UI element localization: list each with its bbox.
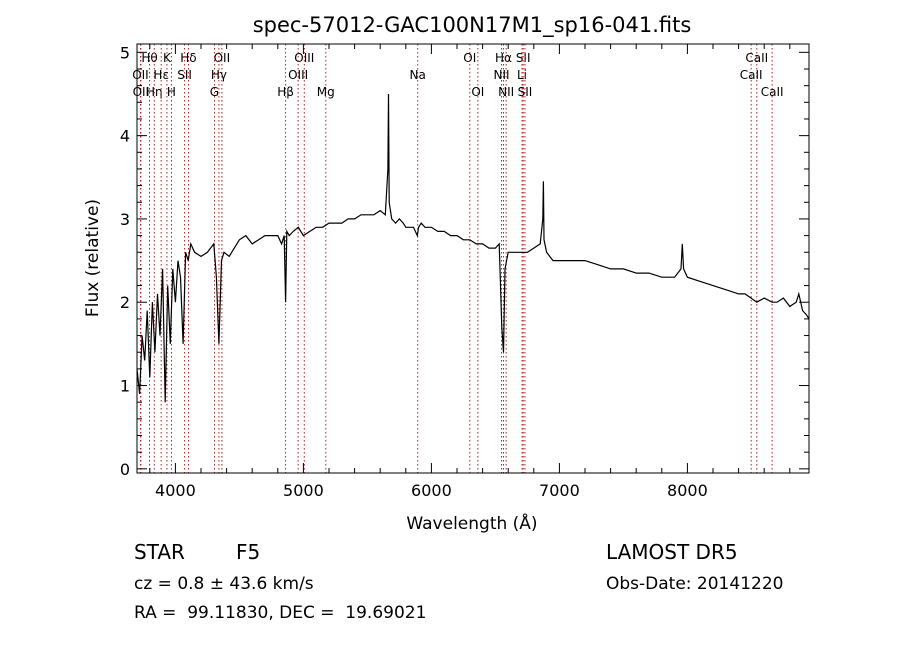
- y-tick-label: 4: [120, 127, 130, 146]
- line-label: Hθ: [141, 51, 157, 65]
- star-class: STAR: [134, 540, 185, 564]
- star-subclass: F5: [236, 540, 261, 564]
- spectrum-series-line: [136, 93, 810, 403]
- line-label: H: [167, 85, 176, 99]
- y-axis-label: Flux (relative): [83, 199, 103, 317]
- x-tick-label: 6000: [411, 481, 452, 500]
- line-label: OII: [214, 51, 231, 65]
- line-label: Hα: [495, 51, 512, 65]
- y-tick-label: 1: [120, 377, 130, 396]
- line-label: Hβ: [277, 85, 294, 99]
- chart-title: spec-57012-GAC100N17M1_sp16-041.fits: [253, 13, 692, 38]
- line-label: OIII: [288, 68, 308, 82]
- x-tick-label: 5000: [283, 481, 324, 500]
- line-label: Hγ: [211, 68, 227, 82]
- line-label: NII: [498, 85, 514, 99]
- line-label: Hδ: [180, 51, 196, 65]
- redshift-velocity: cz = 0.8 ± 43.6 km/s: [134, 574, 314, 594]
- line-label: Hε: [153, 68, 169, 82]
- x-tick-label: 8000: [667, 481, 708, 500]
- plot-frame: [136, 43, 810, 474]
- line-label: NII: [494, 68, 510, 82]
- line-label: Li: [517, 68, 527, 82]
- line-label: G: [210, 85, 219, 99]
- line-label: OII: [132, 68, 149, 82]
- line-label: Na: [410, 68, 426, 82]
- axis-ticks: 4000 5000 6000 7000 8000 0 1 2 3 4 5: [120, 43, 809, 500]
- x-tick-label: 4000: [155, 481, 196, 500]
- line-label: SII: [516, 51, 531, 65]
- y-tick-label: 3: [120, 210, 130, 229]
- line-label: K: [163, 51, 172, 65]
- x-tick-label: 7000: [539, 481, 580, 500]
- line-label: OI: [463, 51, 476, 65]
- x-axis-label: Wavelength (Å): [406, 512, 537, 534]
- line-label: SII: [177, 68, 192, 82]
- y-tick-label: 2: [120, 293, 130, 312]
- coordinates: RA = 99.11830, DEC = 19.69021: [134, 603, 427, 623]
- line-label: CaII: [740, 68, 763, 82]
- line-label: CaII: [745, 51, 768, 65]
- y-tick-label: 0: [120, 460, 130, 479]
- line-label: OI: [471, 85, 484, 99]
- line-label: OIII: [294, 51, 314, 65]
- line-label: SII: [518, 85, 533, 99]
- y-tick-label: 5: [120, 43, 130, 62]
- line-label: Hη: [146, 85, 163, 99]
- line-label: CaII: [761, 85, 784, 99]
- survey-name: LAMOST DR5: [606, 540, 738, 564]
- observation-date: Obs-Date: 20141220: [606, 574, 784, 594]
- line-label: Mg: [317, 85, 335, 99]
